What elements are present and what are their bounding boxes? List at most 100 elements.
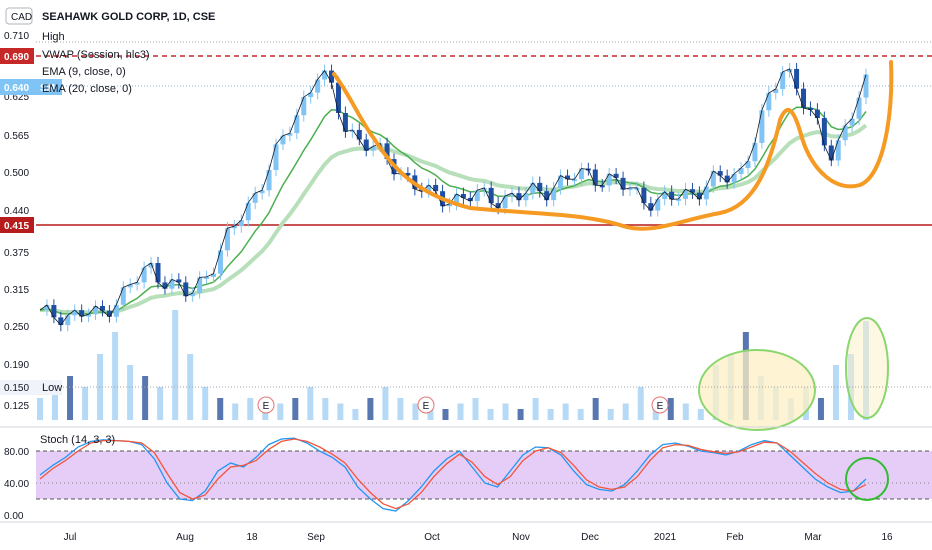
candle-body [780,71,786,90]
volume-bar [592,398,599,420]
candle-body [481,187,487,191]
ema9-path [39,106,867,315]
candle-body [731,173,737,183]
ema9-legend[interactable]: EMA (9, close, 0) [42,66,126,78]
volume-bar [352,409,359,420]
cup-pattern-drawing[interactable] [332,60,894,231]
volume-bar [187,354,194,420]
candle-body [752,142,758,162]
price-tick-label: 0.565 [4,131,29,142]
volume-bar [262,409,269,420]
candle-body [460,193,466,198]
candle-body [204,276,210,279]
price-tick-label: 0.190 [4,360,29,371]
candle-body [689,189,695,193]
stoch-tick-label: 80.00 [4,447,29,458]
volume-bar [832,365,839,420]
support-price-tag: 0.415 [0,217,34,233]
candle-body [301,97,307,116]
resistance-price-tag: 0.690 [0,48,34,64]
candle-body [669,191,675,200]
vwap-legend[interactable]: VWAP (Session, hlc3) [42,49,150,61]
volume-bar [442,409,449,420]
price-tick-label: 0.315 [4,285,29,296]
stoch-k-line [39,437,867,512]
price-tick-label: 0.375 [4,248,29,259]
volume-bar [247,398,254,420]
volume-bar [82,387,89,420]
candle-body [627,187,633,190]
volume-highlight-ellipse-latest[interactable] [845,317,889,419]
time-tick-label: Mar [804,532,822,543]
ema9-line [39,106,867,315]
stoch-d-line [39,438,867,510]
volume-bar [697,409,704,420]
candle-body [738,167,744,174]
high-price-tag: 0.710 High [4,31,65,43]
volume-bar [277,403,284,420]
stoch-tick-label: 40.00 [4,479,29,490]
time-tick-label: Jul [64,532,77,543]
candle-body [821,118,827,146]
symbol-title: SEAHAWK GOLD CORP, 1D, CSE [42,11,215,23]
candle-body [190,293,196,297]
svg-text:0.690: 0.690 [4,52,29,63]
candle-body [211,273,217,277]
volume-highlight-ellipse[interactable] [698,349,816,431]
candle-body [530,182,536,194]
candle-body [773,89,779,93]
candle-body [523,193,529,201]
volume-bar [532,398,539,420]
candle-body [745,161,751,168]
volume-bar [472,398,479,420]
svg-text:0.150: 0.150 [4,383,29,394]
candle-body [488,187,494,204]
volume-bar [577,409,584,420]
candle-body [65,315,71,326]
candle-body [162,282,168,289]
ema20-legend[interactable]: EMA (20, close, 0) [42,83,132,95]
volume-bar [217,398,224,420]
candle-body [141,267,147,283]
candle-body [759,110,765,143]
candle-body [370,146,376,151]
stoch-legend[interactable]: Stoch (14, 3, 3) [40,434,115,446]
vwap-line [39,68,867,326]
candle-body [426,184,432,192]
candle-body [856,97,862,119]
candle-body [544,191,550,201]
volume-bar [307,387,314,420]
candle-body [828,145,834,161]
candle-body [558,175,564,189]
svg-text:0.415: 0.415 [4,221,29,232]
candle-body [787,68,793,72]
candle-body [72,310,78,316]
volume-bar [172,310,179,420]
candle-body [252,193,258,203]
earnings-marker[interactable]: E [257,396,275,414]
volume-bar [562,403,569,420]
time-tick-label: Feb [726,532,744,543]
volume-bar [652,409,659,420]
candle-body [93,305,99,315]
candle-body [197,277,203,294]
candle-body [308,92,314,98]
candle-body [613,173,619,178]
candle-body [620,177,626,190]
candle-body [703,186,709,200]
candle-body [676,198,682,201]
earnings-marker[interactable]: E [417,396,435,414]
candle-body [447,203,453,207]
volume-bar [637,387,644,420]
earnings-marker[interactable]: E [651,396,669,414]
volume-bar [52,381,59,420]
volume-bar [232,403,239,420]
candle-body [266,169,272,191]
candle-body [120,287,126,305]
stoch-lines: 80.00 40.00 0.00 [4,437,867,522]
candle-body [794,68,800,89]
currency-badge[interactable]: CAD [5,7,33,25]
volume-bar [517,409,524,420]
stoch-highlight-circle[interactable] [845,457,889,501]
